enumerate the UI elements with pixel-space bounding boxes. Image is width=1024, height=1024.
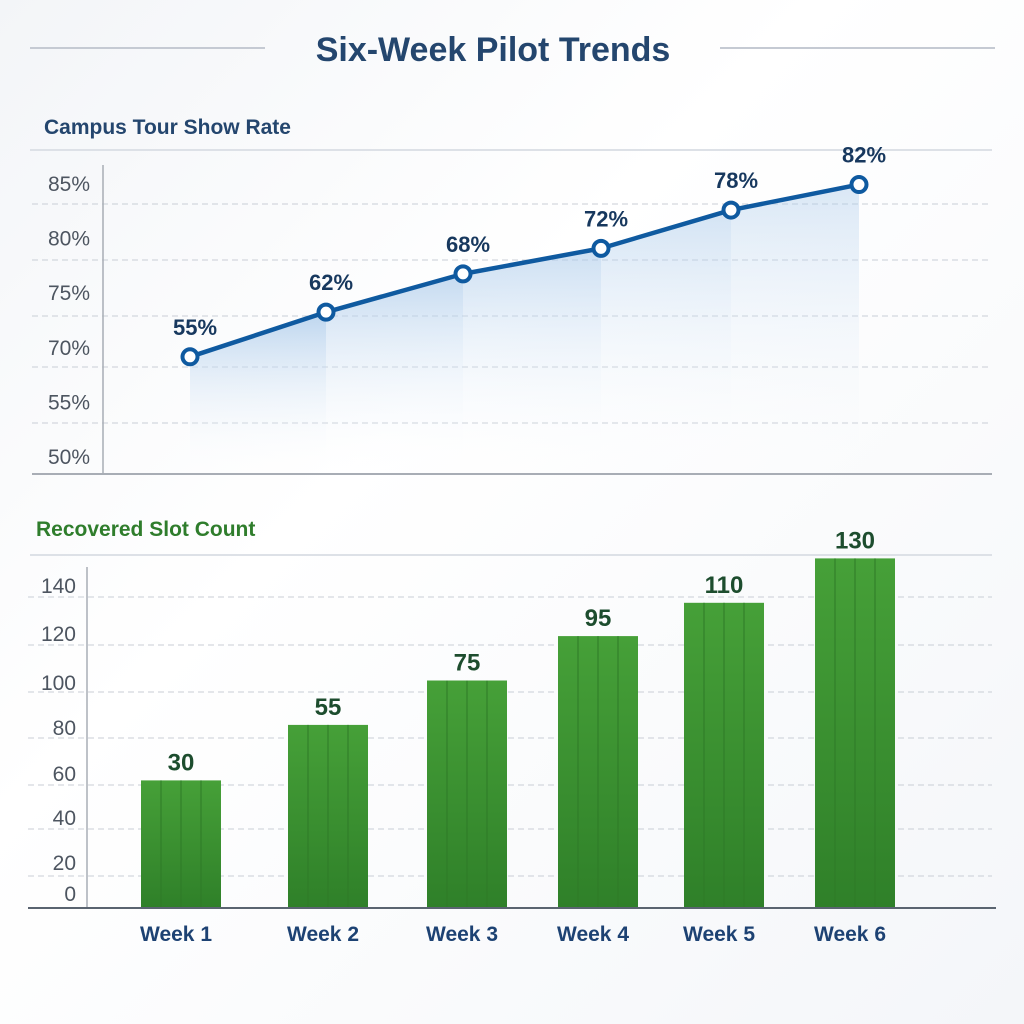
line-data-label: 68%: [446, 232, 490, 257]
bar-data-label: 130: [835, 527, 875, 554]
bar-chart-title: Recovered Slot Count: [36, 518, 255, 541]
line-point: [453, 264, 473, 284]
bar-y-tick-label: 20: [53, 852, 76, 875]
line-point: [591, 238, 611, 258]
line-point: [849, 175, 869, 195]
line-area-segment: [731, 184, 859, 475]
x-tick-label: Week 5: [683, 923, 755, 946]
line-y-tick-label: 50%: [48, 446, 90, 469]
x-tick-label: Week 1: [140, 923, 212, 946]
line-y-tick-label: 75%: [48, 282, 90, 305]
bar-data-label: 95: [585, 605, 612, 632]
line-y-tick-label: 85%: [48, 173, 90, 196]
line-y-tick-label: 80%: [48, 228, 90, 251]
bar-y-tick-label: 0: [64, 883, 76, 906]
line-data-label: 55%: [173, 315, 217, 340]
bar-y-tick-label: 40: [53, 807, 76, 830]
line-data-label: 78%: [714, 168, 758, 193]
line-area-segment: [601, 210, 731, 474]
line-y-tick-label: 70%: [48, 337, 90, 360]
line-data-label: 62%: [309, 270, 353, 295]
figure-title: Six-Week Pilot Trends: [316, 31, 671, 69]
line-data-label: 72%: [584, 206, 628, 231]
bar-data-label: 75: [454, 650, 481, 677]
x-tick-label: Week 6: [814, 923, 886, 946]
line-area-segment: [190, 312, 326, 474]
line-area-segment: [463, 248, 601, 474]
line-point: [721, 200, 741, 220]
line-data-label: 82%: [842, 143, 886, 168]
bar-y-tick-label: 140: [41, 575, 76, 598]
bar-y-tick-label: 120: [41, 623, 76, 646]
x-tick-label: Week 4: [557, 923, 629, 946]
x-tick-label: Week 2: [287, 923, 359, 946]
x-tick-label: Week 3: [426, 923, 498, 946]
bar-data-label: 110: [705, 572, 744, 599]
line-area-segment: [326, 273, 463, 474]
line-point: [180, 347, 200, 367]
bar-data-label: 55: [315, 694, 342, 721]
bar-data-label: 30: [168, 749, 195, 776]
bar-y-tick-label: 60: [53, 763, 76, 786]
bar-y-tick-label: 100: [41, 672, 76, 695]
line-chart-title: Campus Tour Show Rate: [44, 116, 291, 139]
bar-y-tick-label: 80: [53, 717, 76, 740]
line-point: [316, 302, 336, 322]
line-series: [189, 182, 860, 359]
line-y-tick-label: 55%: [48, 391, 90, 414]
